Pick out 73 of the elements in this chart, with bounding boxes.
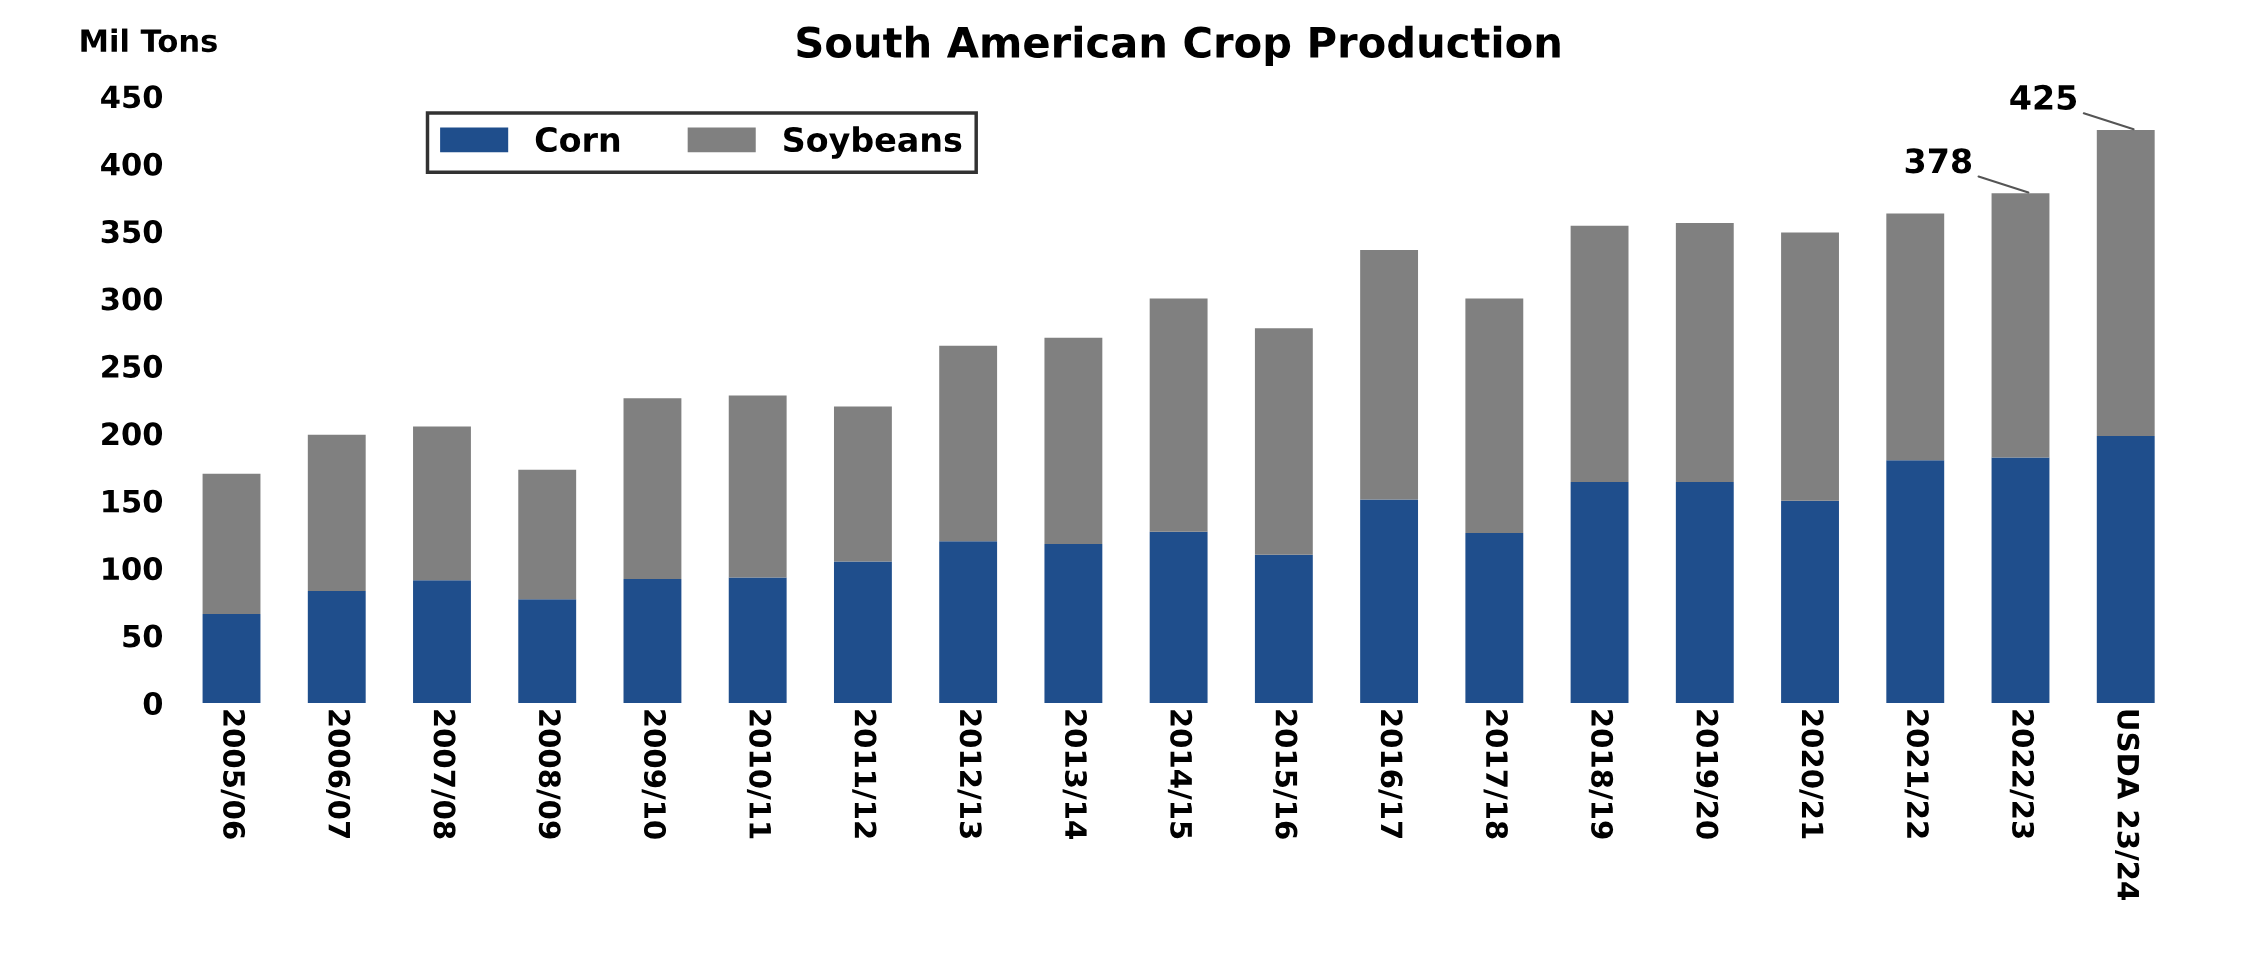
legend-label: Soybeans (784, 126, 962, 159)
x-tick-label: USDA 23/24 (2114, 710, 2140, 900)
bar (833, 561, 892, 703)
bar (1360, 249, 1419, 500)
y-tick-label: 450 (101, 85, 163, 109)
bar (1781, 500, 1839, 703)
y-tick-label: 250 (102, 354, 163, 378)
bar (728, 577, 787, 703)
bar (518, 469, 577, 600)
chart-title: South American Crop Production (797, 25, 1560, 67)
bar (1991, 457, 2050, 703)
bar (1675, 481, 1734, 703)
x-tick-label: 2008/09 (536, 710, 561, 839)
x-tick-label: 2021/22 (1904, 710, 1929, 838)
x-tick-label: 2018/19 (1588, 710, 1614, 839)
bar (1044, 337, 1103, 544)
y-axis-title: Mil Tons (81, 28, 217, 53)
bar (939, 541, 998, 703)
x-tick-label: 2012/13 (957, 710, 982, 838)
x-tick-label: 2014/15 (1167, 710, 1193, 839)
bar (1254, 328, 1313, 555)
bar (1465, 533, 1524, 703)
bar (1781, 232, 1839, 501)
bar (413, 426, 471, 581)
bar (1360, 499, 1419, 703)
x-tick-label: 2020/21 (1799, 710, 1824, 839)
y-tick-label: 0 (143, 691, 163, 716)
x-tick-label: 2016/17 (1378, 710, 1403, 838)
bar (2096, 436, 2155, 703)
bar (307, 591, 366, 703)
bar (1675, 223, 1734, 482)
bar (1044, 543, 1103, 703)
bar (939, 345, 998, 542)
legend-label: Corn (535, 126, 620, 153)
x-tick-label: 2009/10 (641, 710, 667, 839)
bar (1886, 213, 1945, 461)
annotation: 378 (1905, 148, 1972, 174)
bar (1886, 460, 1945, 703)
x-tick-label: 2010/11 (746, 710, 772, 839)
y-tick-label: 50 (123, 624, 163, 648)
y-tick-label: 350 (101, 220, 163, 244)
bar (623, 578, 682, 703)
bar (413, 580, 471, 703)
y-tick-label: 400 (101, 152, 163, 176)
x-tick-label: 2013/14 (1062, 710, 1087, 839)
x-tick-label: 2017/18 (1483, 710, 1508, 839)
bar (1570, 225, 1629, 482)
bar (1254, 554, 1313, 703)
annotation: 425 (2010, 84, 2077, 111)
x-tick-label: 2006/07 (325, 710, 351, 838)
x-tick-label: 2022/23 (2009, 710, 2035, 838)
y-tick-label: 200 (102, 422, 163, 446)
bar (1570, 481, 1629, 703)
x-tick-label: 2011/12 (852, 710, 877, 838)
bar (1465, 298, 1524, 534)
bar (623, 398, 682, 579)
x-tick-label: 2019/20 (1694, 710, 1719, 839)
bar (1149, 298, 1208, 532)
bar (518, 599, 577, 703)
x-tick-label: 2007/08 (431, 710, 456, 839)
x-tick-label: 2015/16 (1273, 710, 1298, 839)
bar (307, 434, 366, 592)
y-tick-label: 100 (103, 557, 163, 581)
bar (1149, 531, 1208, 703)
y-tick-label: 300 (101, 287, 163, 311)
bar (202, 473, 261, 615)
bar (202, 614, 261, 703)
bar (2096, 130, 2155, 437)
bar (833, 406, 892, 562)
x-tick-label: 2005/06 (220, 710, 246, 839)
y-tick-label: 150 (103, 489, 163, 513)
bar (1991, 193, 2050, 458)
bar (728, 395, 787, 578)
